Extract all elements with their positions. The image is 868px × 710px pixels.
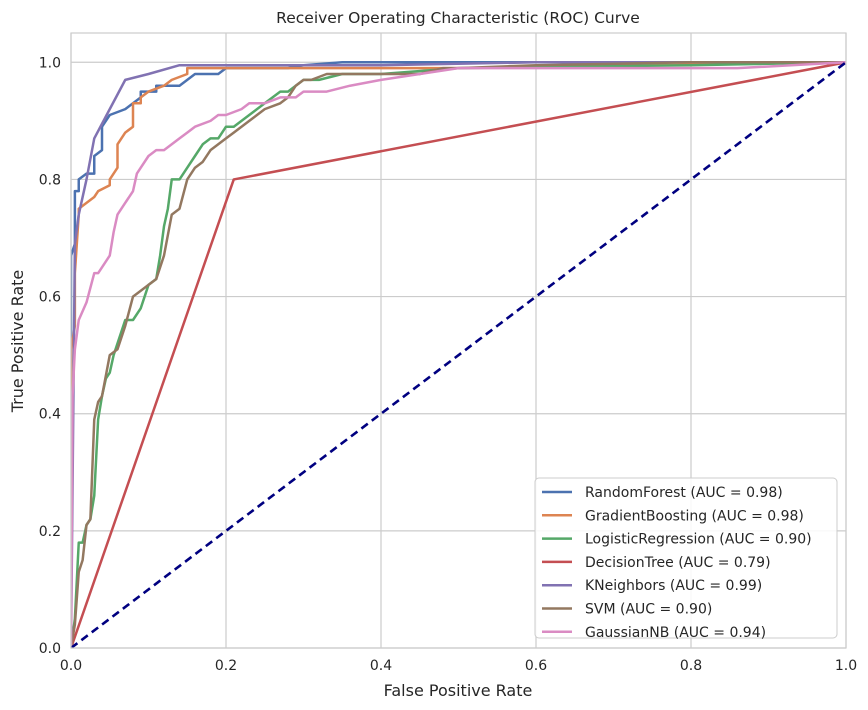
y-tick-label: 0.2 bbox=[39, 524, 61, 540]
y-tick-label: 0.4 bbox=[39, 407, 61, 423]
chart-title: Receiver Operating Characteristic (ROC) … bbox=[276, 9, 640, 27]
legend-label-decisiontree: DecisionTree (AUC = 0.79) bbox=[585, 555, 771, 571]
x-tick-label: 0.4 bbox=[370, 658, 392, 674]
y-tick-label: 0.6 bbox=[39, 290, 61, 306]
legend-label-gradientboosting: GradientBoosting (AUC = 0.98) bbox=[585, 508, 804, 524]
x-axis-label: False Positive Rate bbox=[384, 681, 533, 700]
legend-label-kneighbors: KNeighbors (AUC = 0.99) bbox=[585, 578, 762, 594]
y-tick-label: 1.0 bbox=[39, 55, 61, 71]
x-tick-label: 0.2 bbox=[215, 658, 237, 674]
legend-label-gaussiannb: GaussianNB (AUC = 0.94) bbox=[585, 625, 766, 641]
legend: RandomForest (AUC = 0.98) GradientBoostin… bbox=[535, 478, 837, 641]
x-tick-label: 1.0 bbox=[835, 658, 857, 674]
x-tick-label: 0.0 bbox=[60, 658, 82, 674]
x-tick-label: 0.8 bbox=[680, 658, 702, 674]
legend-label-logisticregression: LogisticRegression (AUC = 0.90) bbox=[585, 532, 812, 548]
legend-label-randomforest: RandomForest (AUC = 0.98) bbox=[585, 485, 783, 501]
x-tick-label: 0.6 bbox=[525, 658, 547, 674]
legend-label-svm: SVM (AUC = 0.90) bbox=[585, 602, 712, 618]
y-axis-label: True Positive Rate bbox=[8, 270, 27, 414]
y-tick-label: 0.8 bbox=[39, 172, 61, 188]
y-tick-label: 0.0 bbox=[39, 641, 61, 657]
